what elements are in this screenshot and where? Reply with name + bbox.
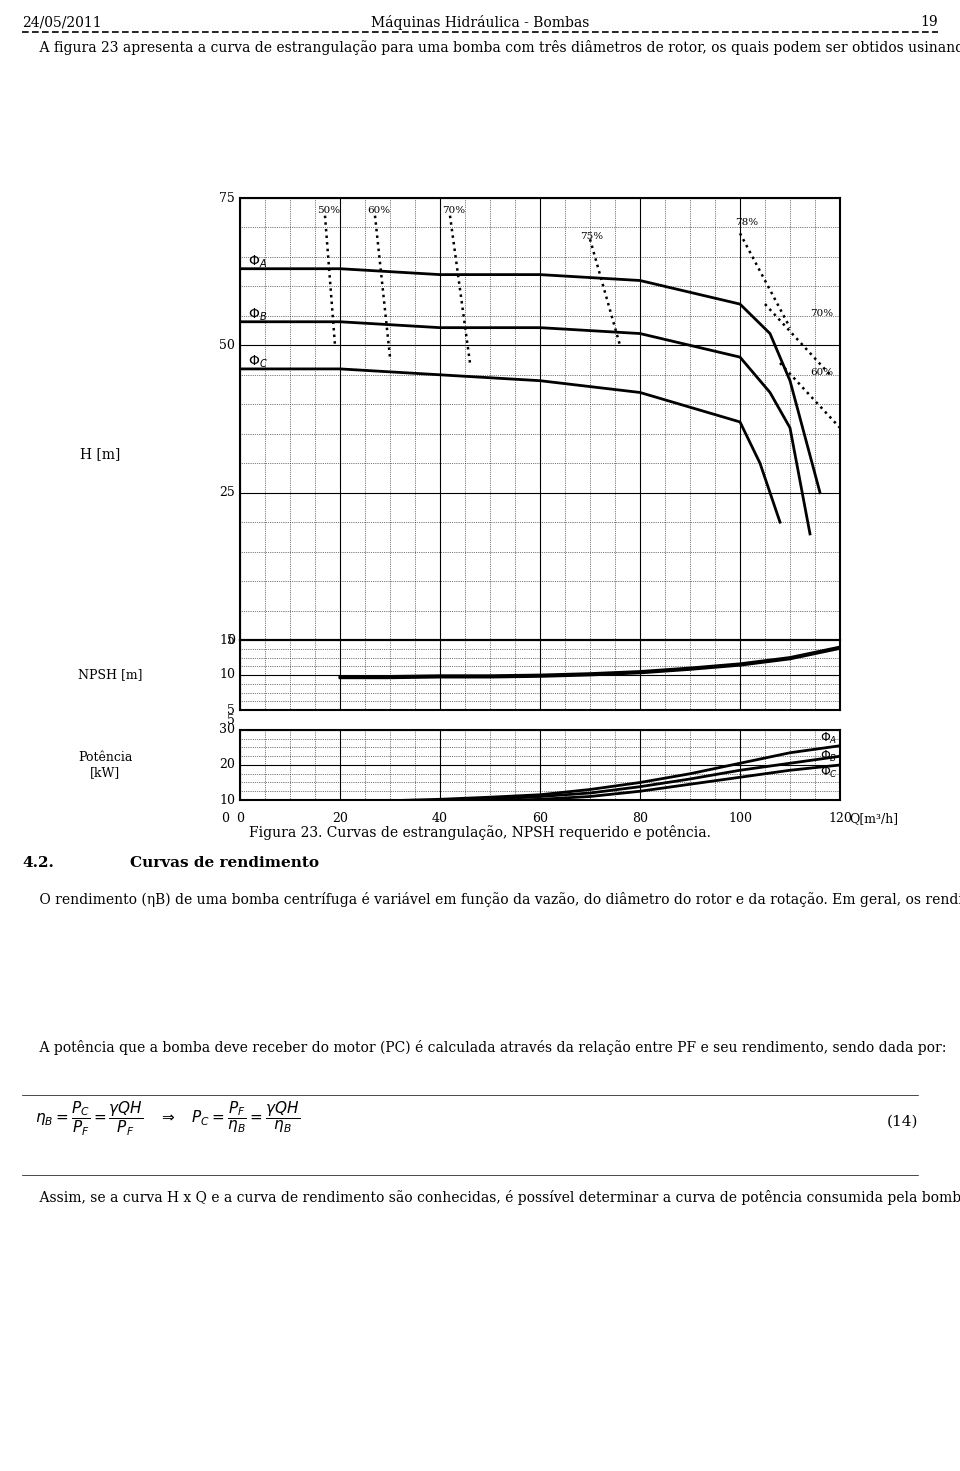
Text: Figura 23. Curvas de estrangulação, NPSH requerido e potência.: Figura 23. Curvas de estrangulação, NPSH… <box>249 825 711 840</box>
Text: 19: 19 <box>921 15 938 29</box>
Text: 5: 5 <box>228 713 235 727</box>
Text: 20: 20 <box>332 812 348 825</box>
Text: Curvas de rendimento: Curvas de rendimento <box>130 856 319 869</box>
Text: 50%: 50% <box>318 206 341 215</box>
Text: $\Phi_B$: $\Phi_B$ <box>248 307 267 324</box>
Text: 60: 60 <box>532 812 548 825</box>
Text: 120: 120 <box>828 812 852 825</box>
Text: $\Phi_A$: $\Phi_A$ <box>820 731 837 746</box>
Text: $\Phi_B$: $\Phi_B$ <box>820 749 837 763</box>
Text: 15: 15 <box>219 634 235 646</box>
Text: $\eta_B = \dfrac{P_C}{P_F} = \dfrac{\gamma QH}{P_F}$$\quad \Rightarrow \quad P_C: $\eta_B = \dfrac{P_C}{P_F} = \dfrac{\gam… <box>35 1100 300 1139</box>
Text: 25: 25 <box>220 487 235 499</box>
Text: Potência
[kW]: Potência [kW] <box>78 752 132 780</box>
Text: 0: 0 <box>222 812 229 825</box>
Text: 78%: 78% <box>735 218 758 227</box>
Text: Máquinas Hidráulica - Bombas: Máquinas Hidráulica - Bombas <box>371 15 589 29</box>
Text: 20: 20 <box>219 759 235 771</box>
Text: $\Phi_A$: $\Phi_A$ <box>248 254 267 271</box>
Text: 75: 75 <box>220 191 235 204</box>
Text: Q[m³/h]: Q[m³/h] <box>850 812 899 825</box>
Text: 40: 40 <box>432 812 448 825</box>
Text: $\Phi_C$: $\Phi_C$ <box>820 765 838 780</box>
Text: 24/05/2011: 24/05/2011 <box>22 15 102 29</box>
Text: A potência que a bomba deve receber do motor (PC) é calculada através da relação: A potência que a bomba deve receber do m… <box>22 1040 947 1055</box>
Text: 10: 10 <box>219 668 235 681</box>
Text: NPSH [m]: NPSH [m] <box>78 668 142 681</box>
Text: 0: 0 <box>236 812 244 825</box>
Text: 70%: 70% <box>443 206 466 215</box>
Text: 0: 0 <box>228 634 235 646</box>
Text: O rendimento (ηB) de uma bomba centrífuga é variável em função da vazão, do diâm: O rendimento (ηB) de uma bomba centrífug… <box>22 891 960 908</box>
Text: Assim, se a curva H x Q e a curva de rendimento são conhecidas, é possível deter: Assim, se a curva H x Q e a curva de ren… <box>22 1190 960 1205</box>
Text: 80: 80 <box>632 812 648 825</box>
Text: 60%: 60% <box>810 368 833 377</box>
Text: A figura 23 apresenta a curva de estrangulação para uma bomba com três diâmetros: A figura 23 apresenta a curva de estrang… <box>22 40 960 54</box>
Text: 75%: 75% <box>580 232 603 241</box>
Text: H [m]: H [m] <box>80 447 120 462</box>
Text: 5: 5 <box>228 703 235 716</box>
Text: 70%: 70% <box>810 309 833 318</box>
Text: $\Phi_C$: $\Phi_C$ <box>248 355 267 371</box>
Text: 10: 10 <box>219 793 235 806</box>
Text: 50: 50 <box>219 338 235 352</box>
Text: 4.2.: 4.2. <box>22 856 54 869</box>
Text: (14): (14) <box>886 1115 918 1130</box>
Text: 60%: 60% <box>368 206 391 215</box>
Text: 100: 100 <box>728 812 752 825</box>
Text: 30: 30 <box>219 724 235 737</box>
